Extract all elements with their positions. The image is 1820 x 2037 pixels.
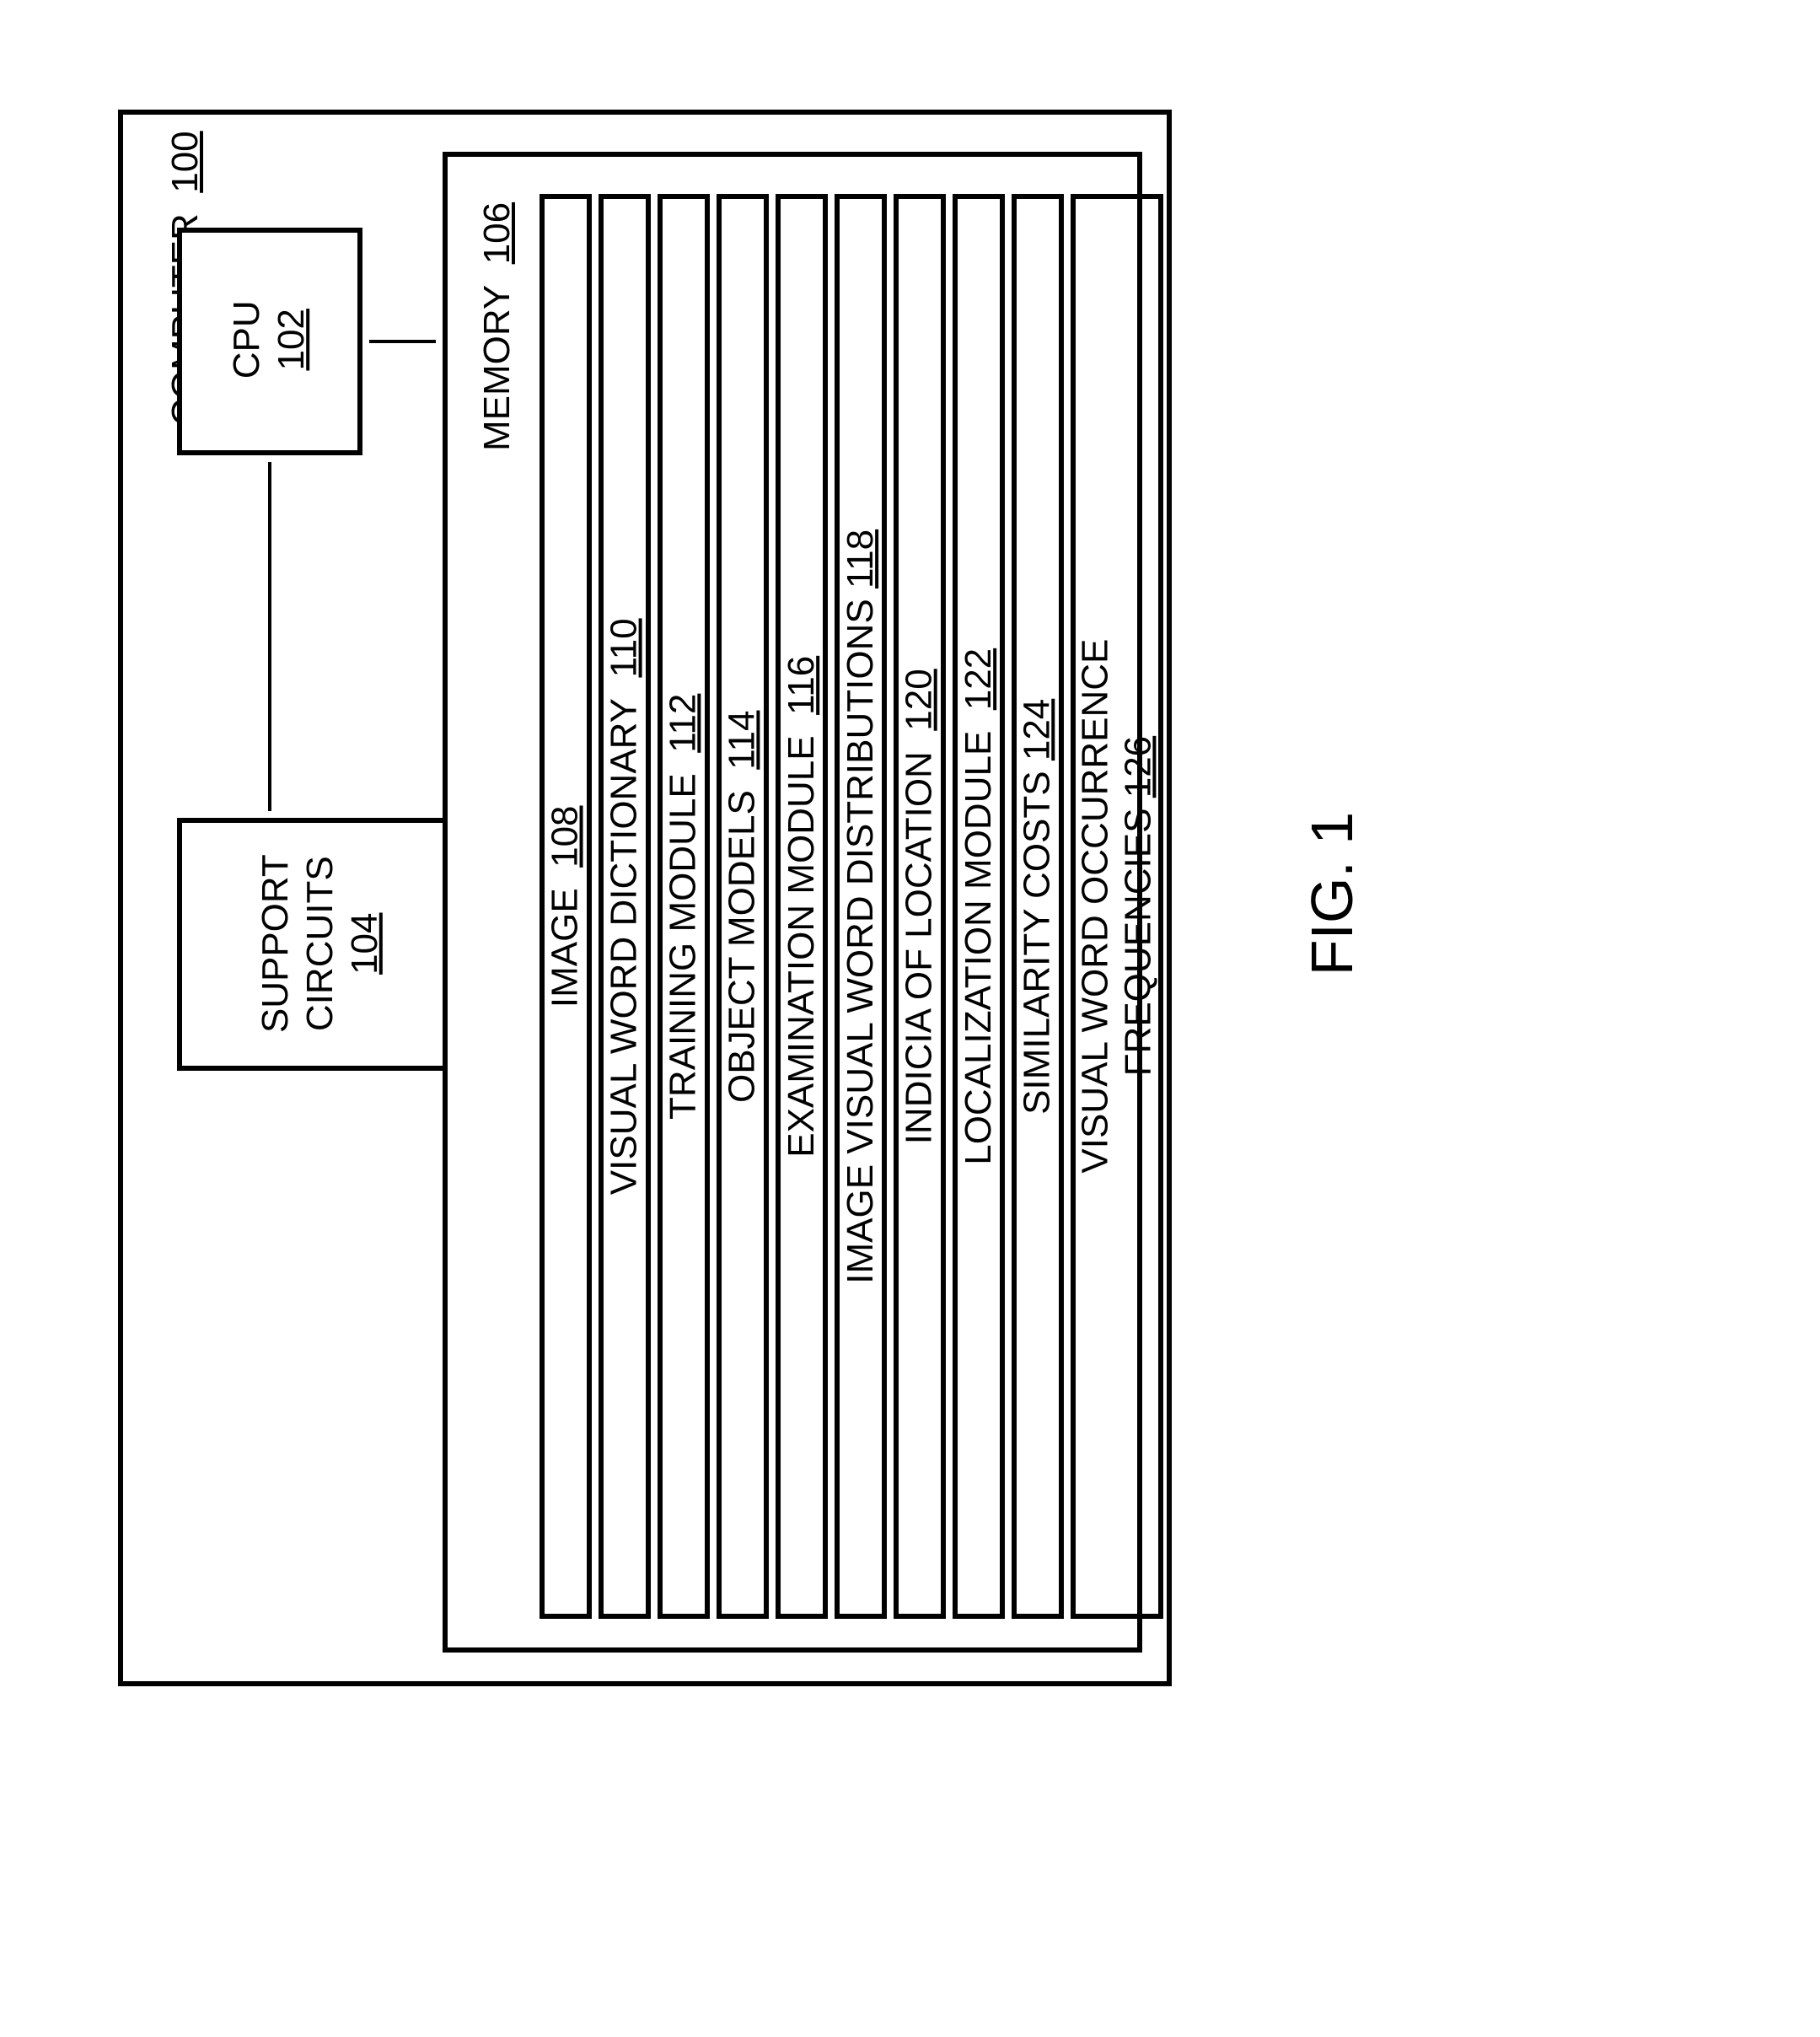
figure-canvas: COMPUTER 100 CPU102 SUPPORTCIRCUITS104 M… <box>34 34 1786 2003</box>
memory-label: MEMORY 106 <box>476 215 518 451</box>
cpu-ref: 102 <box>271 309 312 370</box>
support-circuits-label: SUPPORTCIRCUITS104 <box>254 851 387 1036</box>
mi1-label: VISUAL WORD DICTIONARY <box>604 698 645 1195</box>
mi2-label: TRAINING MODULE <box>663 773 704 1120</box>
cpu-label-text: CPU <box>226 300 267 379</box>
mi7-ref: 122 <box>958 648 999 710</box>
mi6-label: INDICIA OF LOCATION <box>899 751 940 1144</box>
support-line2: CIRCUITS <box>299 856 341 1031</box>
memory-item-visual-word-occurrence-frequencies: VISUAL WORD OCCURRENCEFREQUENCIES 126 <box>1071 194 1163 1619</box>
memory-item-localization-module: LOCALIZATION MODULE 122 <box>953 194 1005 1619</box>
cpu-label: CPU102 <box>225 285 314 395</box>
mi8-label: SIMILARITY COSTS <box>1017 771 1058 1115</box>
memory-item-training-module: TRAINING MODULE 112 <box>658 194 710 1619</box>
memory-item-indicia-of-location: INDICIA OF LOCATION 120 <box>894 194 946 1619</box>
mi6-ref: 120 <box>899 669 940 730</box>
mi5-label: IMAGE VISUAL WORD DISTRIBUTIONS <box>840 599 881 1283</box>
arrow-cpu-support <box>261 455 278 818</box>
mi0-label: IMAGE <box>545 888 586 1008</box>
memory-ref: 106 <box>476 202 518 264</box>
support-line1: SUPPORT <box>255 854 296 1033</box>
mi5-ref: 118 <box>840 529 881 589</box>
arrow-cpu-memory-h <box>362 333 443 350</box>
memory-item-examination-module: EXAMINATION MODULE 116 <box>776 194 828 1619</box>
mi3-label: OBJECT MODELS <box>722 790 763 1103</box>
memory-item-object-models: OBJECT MODELS 114 <box>717 194 769 1619</box>
mi9-line1: VISUAL WORD OCCURRENCE <box>1074 639 1115 1174</box>
memory-item-image: IMAGE 108 <box>540 194 592 1619</box>
support-ref: 104 <box>343 912 384 974</box>
figure-caption: FIG. 1 <box>1298 784 1366 1003</box>
memory-item-visual-word-dictionary: VISUAL WORD DICTIONARY 110 <box>599 194 651 1619</box>
mi1-ref: 110 <box>604 618 645 677</box>
memory-label-text: MEMORY <box>476 285 518 451</box>
mi9-line2: FREQUENCIES <box>1117 809 1158 1077</box>
mi3-ref: 114 <box>722 710 763 769</box>
mi4-ref: 116 <box>781 656 822 715</box>
mi7-label: LOCALIZATION MODULE <box>958 730 999 1164</box>
memory-item-similarity-costs: SIMILARITY COSTS 124 <box>1012 194 1064 1619</box>
mi4-label: EXAMINATION MODULE <box>781 735 822 1157</box>
mi2-ref: 112 <box>663 693 704 752</box>
mi9-ref: 126 <box>1117 736 1158 798</box>
memory-item-image-visual-word-distributions: IMAGE VISUAL WORD DISTRIBUTIONS 118 <box>835 194 887 1619</box>
computer-ref: 100 <box>164 131 206 192</box>
mi8-ref: 124 <box>1017 698 1058 760</box>
mi0-ref: 108 <box>545 805 586 867</box>
